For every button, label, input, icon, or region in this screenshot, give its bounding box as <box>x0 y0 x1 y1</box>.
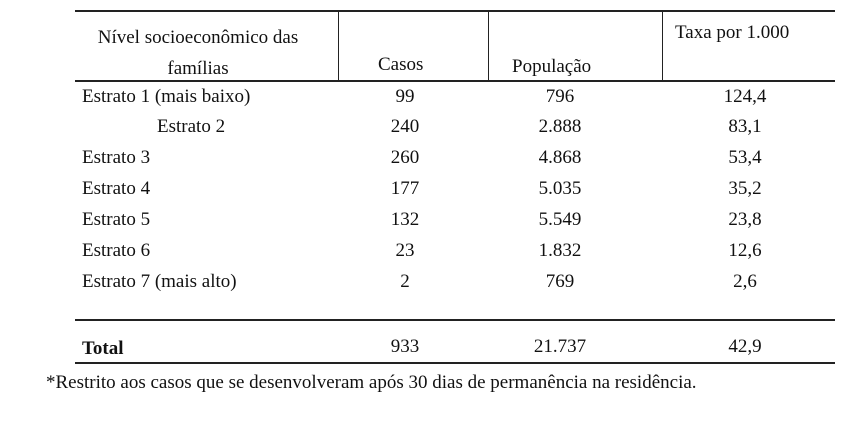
cell: 2,6 <box>733 271 757 292</box>
cell: 12,6 <box>728 240 762 261</box>
row-label: Estrato 3 <box>82 147 151 168</box>
total-cell: 42,9 <box>728 336 762 357</box>
cell: 23 <box>395 240 415 261</box>
header-cell: Taxa por 1.000 <box>675 22 790 43</box>
cell: 177 <box>390 178 420 199</box>
cell: 2 <box>400 271 410 292</box>
footnote: *Restrito aos casos que se desenvolveram… <box>46 372 697 393</box>
rule <box>75 10 835 12</box>
total-label: Total <box>82 338 124 359</box>
row-label: Estrato 4 <box>82 178 151 199</box>
rule <box>75 362 835 364</box>
cell: 2.888 <box>538 116 582 137</box>
cell: 4.868 <box>538 147 582 168</box>
cell: 23,8 <box>728 209 762 230</box>
row-label: Estrato 6 <box>82 240 151 261</box>
cell: 5.549 <box>538 209 582 230</box>
row-label: Estrato 7 (mais alto) <box>82 271 237 292</box>
cell: 5.035 <box>538 178 582 199</box>
cell: 796 <box>545 86 575 107</box>
rule <box>75 319 835 321</box>
total-cell: 21.737 <box>533 336 587 357</box>
header-cell: Nível socioeconômico das famílias <box>97 27 299 79</box>
row-label: Estrato 5 <box>82 209 151 230</box>
row-label: Estrato 1 (mais baixo) <box>82 86 251 107</box>
cell: 124,4 <box>723 86 767 107</box>
rule <box>75 80 835 82</box>
cell: 35,2 <box>728 178 762 199</box>
column-rule <box>662 10 663 81</box>
cell: 53,4 <box>728 147 762 168</box>
cell: 1.832 <box>538 240 582 261</box>
cell: 132 <box>390 209 420 230</box>
cell: 769 <box>545 271 575 292</box>
header-cell: Casos <box>378 54 424 75</box>
header-cell: População <box>512 56 592 77</box>
cell: 240 <box>390 116 420 137</box>
cell: 83,1 <box>728 116 762 137</box>
cell: 260 <box>390 147 420 168</box>
cell: 99 <box>395 86 415 107</box>
total-cell: 933 <box>390 336 420 357</box>
column-rule <box>488 10 489 81</box>
row-label: Estrato 2 <box>157 116 226 137</box>
column-rule <box>338 10 339 81</box>
